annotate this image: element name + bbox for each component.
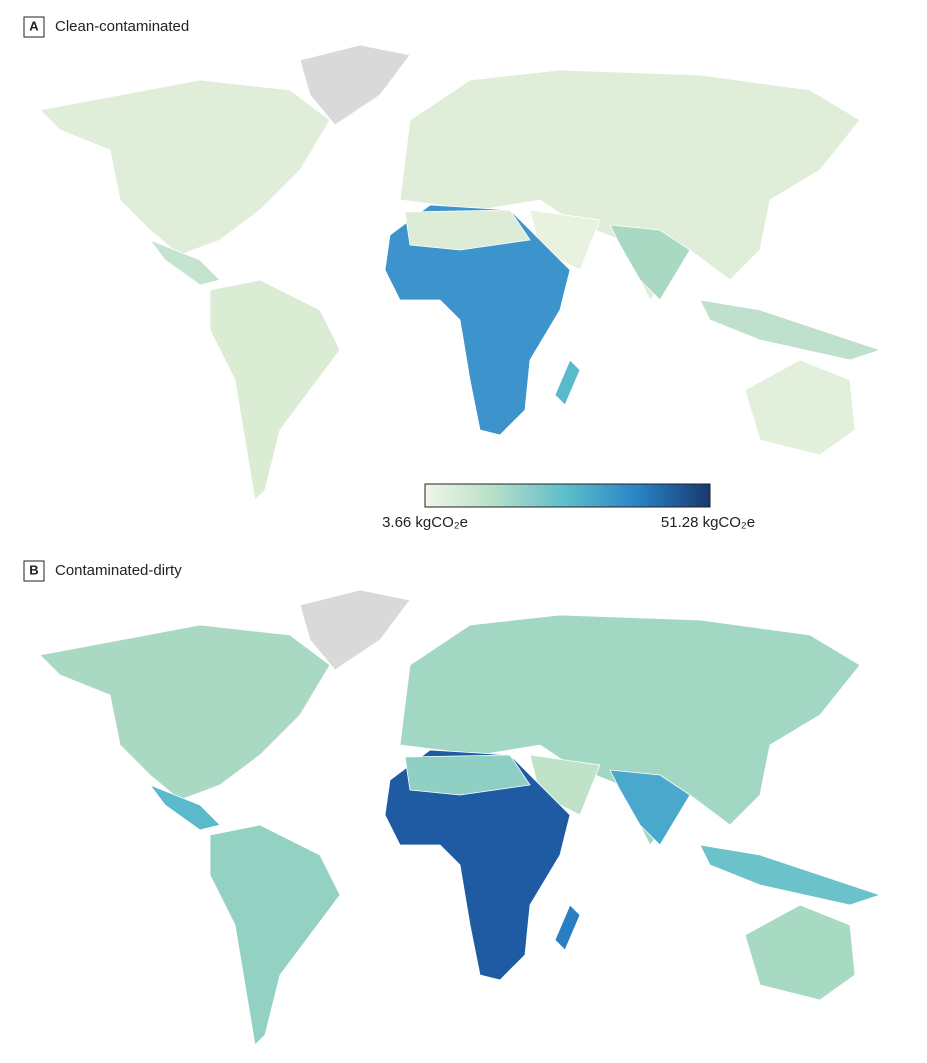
australia (744, 904, 856, 1001)
madagascar (554, 359, 581, 406)
south-america (209, 279, 341, 501)
legend: 3.66 kgCO₂e 51.28 kgCO₂e (382, 483, 755, 531)
legend-min: 3.66 kgCO₂e (382, 514, 468, 531)
map (39, 44, 881, 501)
map (39, 589, 881, 1046)
australia (744, 359, 856, 456)
southeast-asia (699, 299, 881, 361)
panel-title: Clean-contaminated (55, 18, 189, 35)
panel-tag-box (23, 16, 45, 38)
southeast-asia (699, 844, 881, 906)
panel-b: B Contaminated-dirty (23, 560, 881, 1046)
color-scale (424, 483, 711, 508)
south-america (209, 824, 341, 1046)
legend-max: 51.28 kgCO₂e (661, 514, 755, 531)
north-america (39, 624, 331, 801)
panel-title: Contaminated-dirty (55, 562, 182, 579)
panel-tag-box (23, 560, 45, 582)
panel-tag: B (29, 562, 38, 577)
madagascar (554, 904, 581, 951)
panel-tag: A (29, 18, 39, 33)
north-america (39, 79, 331, 256)
panel-a: A Clean-contaminated 3.66 kgCO₂e 51.28 k… (23, 16, 881, 531)
